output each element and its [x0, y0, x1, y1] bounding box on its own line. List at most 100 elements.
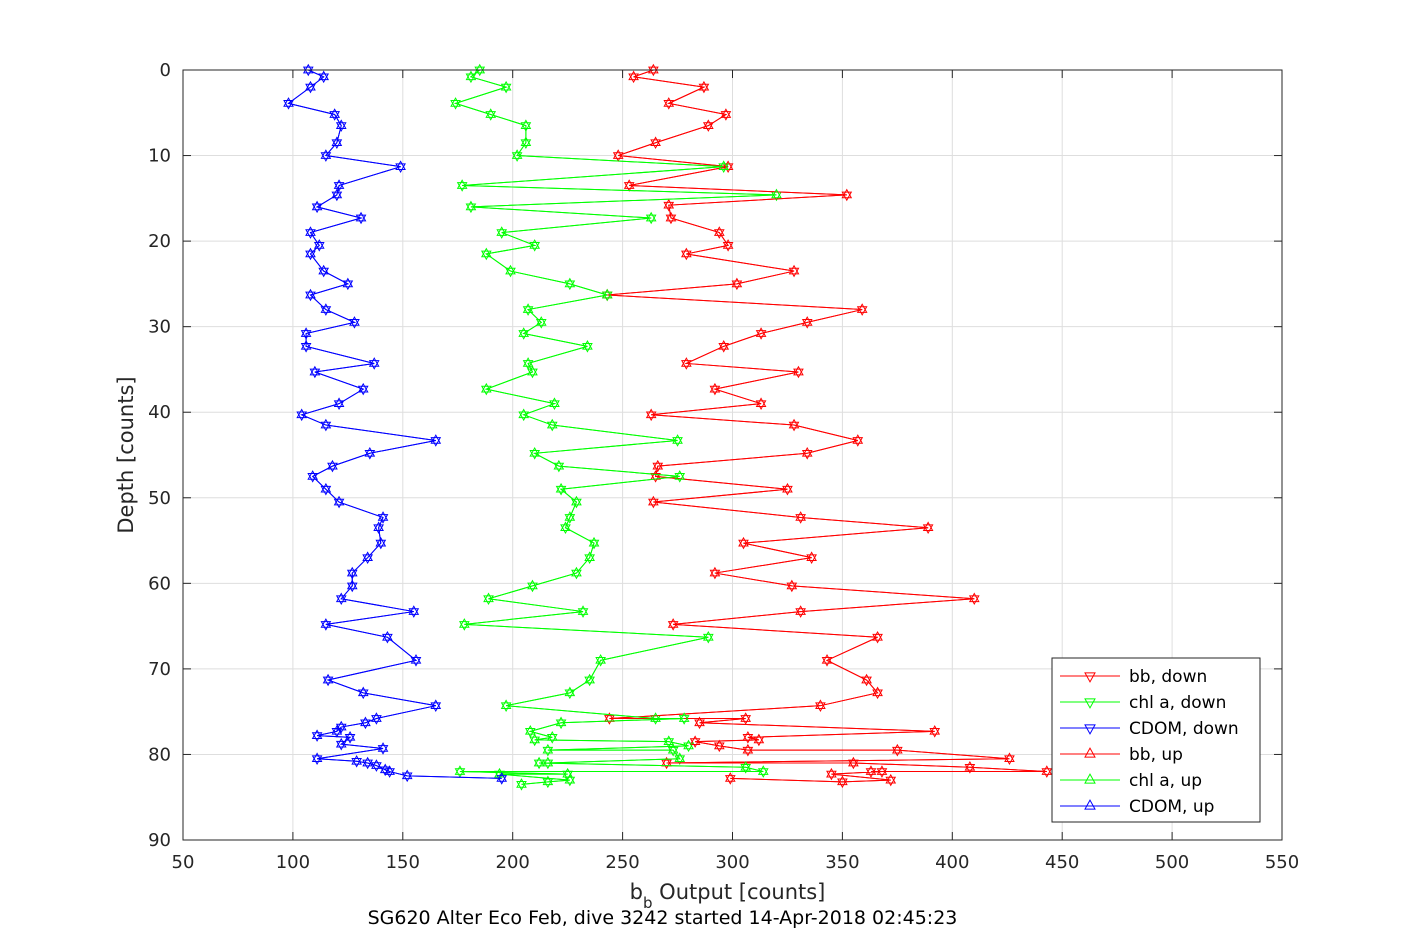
y-tick-label: 50 — [148, 488, 171, 509]
data-point — [500, 699, 512, 710]
data-point — [672, 434, 683, 444]
data-point — [377, 511, 389, 521]
data-point — [562, 767, 573, 778]
legend-item: chl a, up — [1060, 771, 1202, 791]
legend-label: bb, up — [1129, 745, 1183, 765]
data-point — [522, 303, 534, 313]
data-point — [731, 277, 743, 288]
data-point — [892, 743, 903, 754]
data-point — [571, 566, 582, 577]
data-point — [483, 592, 494, 603]
data-point — [346, 579, 358, 590]
data-point — [335, 595, 347, 606]
data-point — [335, 737, 347, 748]
data-point — [623, 179, 635, 189]
data-point — [456, 182, 468, 192]
data-point — [377, 745, 389, 755]
data-point — [661, 759, 672, 770]
data-point — [680, 357, 692, 367]
data-point — [307, 473, 319, 483]
data-point — [678, 715, 690, 725]
data-point — [588, 536, 600, 547]
x-tick-label: 150 — [386, 852, 420, 873]
data-point — [349, 319, 360, 329]
data-point — [305, 226, 316, 236]
data-point — [564, 511, 576, 521]
data-point — [300, 330, 312, 340]
data-point — [511, 152, 523, 162]
data-point — [648, 498, 659, 509]
data-point — [571, 569, 582, 580]
data-point — [333, 182, 345, 192]
data-point — [555, 482, 567, 493]
data-point — [320, 421, 332, 432]
data-point — [331, 728, 343, 738]
data-point — [349, 316, 360, 326]
data-point — [496, 226, 508, 236]
data-point — [848, 759, 859, 770]
data-point — [788, 264, 800, 275]
data-point — [320, 149, 332, 159]
series-line — [607, 69, 1047, 783]
data-point — [458, 618, 470, 628]
legend-marker — [1084, 799, 1096, 810]
data-point — [788, 421, 800, 432]
y-tick-label: 80 — [148, 744, 171, 765]
data-point — [683, 739, 694, 750]
data-point — [553, 462, 565, 473]
data-point — [674, 755, 686, 766]
data-point — [564, 686, 576, 697]
data-point — [595, 656, 606, 667]
data-point — [683, 742, 694, 753]
data-point — [313, 239, 325, 249]
data-point — [564, 689, 576, 700]
data-point — [320, 152, 332, 162]
data-point — [500, 702, 512, 712]
data-point — [1004, 752, 1015, 763]
data-point — [305, 229, 316, 239]
data-point — [351, 754, 362, 765]
data-point — [702, 630, 714, 641]
data-point — [529, 239, 541, 249]
data-point — [520, 122, 532, 132]
data-point — [645, 408, 657, 419]
data-point — [663, 201, 675, 212]
data-point — [527, 579, 538, 590]
data-point — [401, 769, 413, 780]
data-point — [713, 739, 725, 750]
data-point — [454, 765, 466, 775]
legend-label: CDOM, up — [1129, 797, 1214, 817]
data-point — [623, 182, 635, 192]
data-point — [577, 608, 589, 618]
data-point — [410, 654, 422, 664]
data-point — [327, 459, 338, 470]
data-point — [311, 755, 323, 766]
data-point — [564, 280, 576, 291]
data-point — [335, 740, 347, 751]
data-point — [465, 73, 477, 84]
data-point — [351, 757, 362, 768]
data-point — [848, 756, 859, 767]
data-point — [518, 327, 530, 337]
data-point — [430, 434, 442, 444]
data-point — [650, 473, 661, 483]
data-point — [718, 340, 730, 350]
data-point — [465, 70, 477, 81]
data-point — [564, 514, 576, 524]
y-tick-label: 10 — [148, 146, 171, 167]
data-point — [384, 765, 395, 775]
data-point — [535, 316, 547, 326]
data-point — [511, 149, 523, 159]
data-point — [546, 418, 558, 429]
data-point — [529, 733, 541, 744]
data-point — [549, 397, 560, 408]
data-point — [755, 327, 767, 337]
data-point — [709, 382, 721, 393]
data-point — [876, 768, 888, 778]
data-point — [689, 735, 701, 745]
data-point — [826, 767, 837, 778]
data-point — [806, 551, 817, 562]
data-point — [430, 699, 442, 710]
data-point — [305, 250, 316, 261]
data-point — [560, 521, 571, 532]
